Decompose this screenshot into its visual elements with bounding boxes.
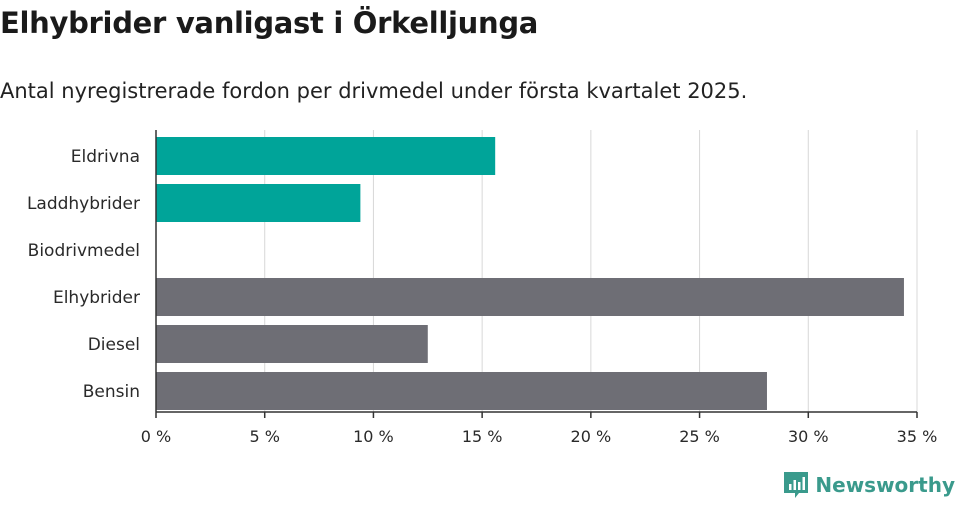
bar bbox=[156, 278, 904, 316]
category-label: Bensin bbox=[83, 382, 140, 402]
category-label: Biodrivmedel bbox=[28, 241, 140, 261]
bar bbox=[156, 184, 361, 222]
x-tick-label: 0 % bbox=[141, 427, 171, 446]
x-tick-label: 10 % bbox=[353, 427, 394, 446]
newsworthy-brand: Newsworthy bbox=[783, 471, 955, 499]
bar bbox=[156, 137, 496, 175]
chart-subtitle: Antal nyregistrerade fordon per drivmede… bbox=[0, 79, 748, 103]
brand-name: Newsworthy bbox=[815, 473, 955, 497]
category-label: Laddhybrider bbox=[27, 194, 140, 214]
x-tick-label: 25 % bbox=[679, 427, 720, 446]
x-tick-label: 30 % bbox=[788, 427, 829, 446]
category-label: Diesel bbox=[88, 335, 140, 355]
x-tick-label: 20 % bbox=[571, 427, 612, 446]
x-tick-label: 35 % bbox=[897, 427, 938, 446]
bar-chart: Eldrivna Laddhybrider Biodrivmedel Elhybrid… bbox=[27, 130, 938, 446]
newsworthy-logo-icon bbox=[784, 472, 809, 498]
x-tick-label: 5 % bbox=[249, 427, 279, 446]
x-tick-label: 15 % bbox=[462, 427, 503, 446]
category-label: Elhybrider bbox=[53, 288, 140, 308]
bar bbox=[156, 372, 767, 410]
category-label: Eldrivna bbox=[71, 147, 140, 167]
bar bbox=[156, 325, 428, 363]
chart-title: Elhybrider vanligast i Örkelljunga bbox=[0, 6, 539, 40]
